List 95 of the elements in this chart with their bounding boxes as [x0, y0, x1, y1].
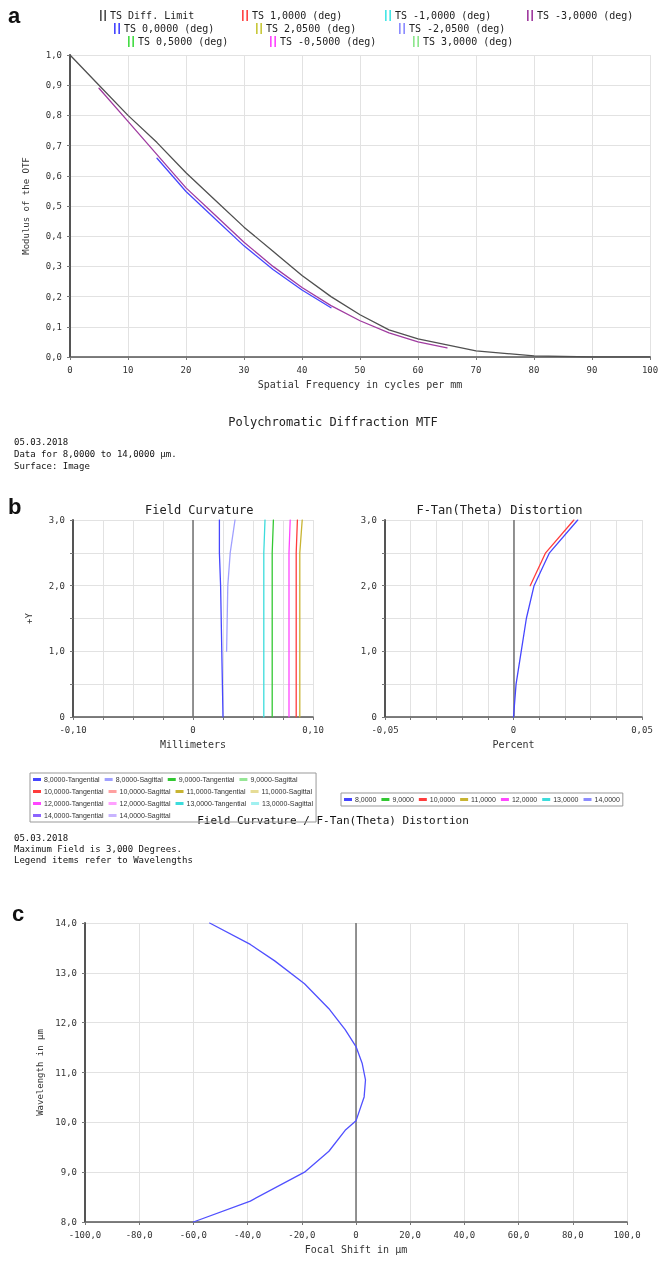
y-tick-label: 1,0: [45, 50, 62, 60]
x-tick-label: 20: [180, 364, 192, 375]
line-series: [271, 519, 275, 718]
line-series: [263, 519, 266, 718]
y-tick-label: 1,0: [48, 646, 65, 657]
x-tick-label: 60,0: [507, 1229, 530, 1240]
x-tick-label: 0,05: [631, 724, 653, 735]
text: 05.03.2018: [14, 832, 69, 843]
y-tick-label: 0,9: [45, 80, 62, 91]
y-tick-label: 0,2: [45, 291, 62, 302]
x-tick-label: 60: [412, 364, 424, 375]
x-tick-label: 40,0: [453, 1229, 476, 1240]
y-tick-label: 9,0: [60, 1167, 77, 1178]
legend-label: TS 0,0000 (deg): [124, 22, 215, 34]
y-tick-label: 10,0: [55, 1117, 77, 1128]
y-tick-label: 0,0: [45, 352, 62, 362]
x-tick-label: 0: [353, 1229, 359, 1240]
x-axis-title: Percent: [492, 738, 535, 750]
line-series: [225, 519, 236, 652]
line-series: [218, 519, 224, 718]
y-tick-label: 14,0: [55, 918, 77, 928]
y-axis-title: +Y: [23, 612, 34, 624]
x-tick-label: -40,0: [234, 1229, 262, 1240]
text: Legend items refer to Wavelengths: [14, 854, 193, 865]
text: Field Curvature / F-Tan(Theta) Distortion: [197, 814, 469, 827]
y-tick-label: 0,1: [45, 321, 62, 332]
x-tick-label: 20,0: [399, 1229, 422, 1240]
text: Maximum Field is 3,000 Degrees.: [14, 843, 182, 854]
y-tick-label: 8,0: [60, 1217, 77, 1227]
x-tick-label: 0,10: [302, 724, 324, 735]
x-tick-label: 0: [510, 724, 517, 735]
x-tick-label: 80,0: [561, 1229, 584, 1240]
text: Polychromatic Diffraction MTF: [228, 415, 438, 429]
x-tick-label: 0: [190, 724, 196, 735]
y-tick-label: 0,8: [45, 110, 62, 121]
x-tick-label: 100: [641, 364, 659, 375]
line-series: [288, 519, 291, 718]
chart-title: F-Tan(Theta) Distortion: [416, 503, 583, 517]
y-tick-label: 3,0: [360, 515, 377, 525]
y-tick-label: 0,6: [45, 170, 62, 181]
text: c: [12, 900, 25, 926]
line-series: [98, 87, 448, 349]
x-tick-label: 50: [354, 364, 366, 375]
legend-label: TS 2,0500 (deg): [266, 22, 357, 34]
text: b: [8, 493, 22, 519]
line-series: [512, 519, 579, 718]
x-tick-label: -0,10: [59, 724, 87, 735]
x-tick-label: -0,05: [371, 724, 399, 735]
legend-label: TS 0,5000 (deg): [138, 35, 229, 47]
line-series: [156, 157, 332, 309]
x-tick-label: -80,0: [125, 1229, 153, 1240]
line-series: [192, 922, 367, 1223]
y-tick-label: 13,0: [55, 967, 77, 978]
legend-label: TS 3,0000 (deg): [423, 35, 514, 47]
x-axis-title: Spatial Frequency in cycles per mm: [257, 378, 463, 390]
x-tick-label: 80: [528, 364, 540, 375]
y-tick-label: 0,4: [45, 231, 62, 242]
x-tick-label: -60,0: [179, 1229, 207, 1240]
y-tick-label: 12,0: [55, 1017, 77, 1028]
x-tick-label: 40: [296, 364, 308, 375]
legend-label: TS -1,0000 (deg): [395, 9, 492, 21]
x-axis-title: Millimeters: [159, 738, 227, 750]
line-series: [299, 519, 303, 718]
y-axis-title: Wavelength in µm: [34, 1029, 45, 1116]
y-tick-label: 3,0: [48, 515, 65, 525]
y-tick-label: 0: [59, 712, 65, 722]
text: 05.03.2018: [14, 436, 69, 447]
x-tick-label: -100,0: [68, 1229, 102, 1240]
y-tick-label: 0,7: [45, 140, 62, 151]
chart-title: Field Curvature: [145, 503, 254, 517]
y-tick-label: 1,0: [360, 646, 377, 657]
x-axis-title: Focal Shift in µm: [304, 1243, 408, 1255]
x-tick-label: 70: [470, 364, 482, 375]
legend-label: TS -3,0000 (deg): [537, 9, 634, 21]
legend-label: TS 1,0000 (deg): [252, 9, 343, 21]
line-series: [295, 519, 299, 718]
legend-label: TS -2,0500 (deg): [409, 22, 506, 34]
legend-label: TS Diff. Limit: [110, 9, 195, 21]
x-tick-label: 100,0: [613, 1229, 641, 1240]
y-tick-label: 0: [371, 712, 377, 722]
line-series: [69, 54, 651, 358]
x-tick-label: 90: [586, 364, 598, 375]
y-tick-label: 0,5: [45, 201, 62, 211]
legend-label: TS -0,5000 (deg): [280, 35, 377, 47]
x-tick-label: -20,0: [288, 1229, 316, 1240]
text: a: [8, 2, 21, 28]
text: Surface: Image: [14, 460, 90, 471]
x-tick-label: 10: [122, 364, 134, 375]
y-tick-label: 11,0: [55, 1067, 77, 1078]
y-axis-title: Modulus of the OTF: [20, 157, 31, 255]
y-tick-label: 2,0: [360, 580, 377, 591]
text: Data for 8,0000 to 14,0000 µm.: [14, 448, 177, 459]
x-tick-label: 30: [238, 364, 250, 375]
y-tick-label: 2,0: [48, 580, 65, 591]
y-tick-label: 0,3: [45, 261, 62, 272]
